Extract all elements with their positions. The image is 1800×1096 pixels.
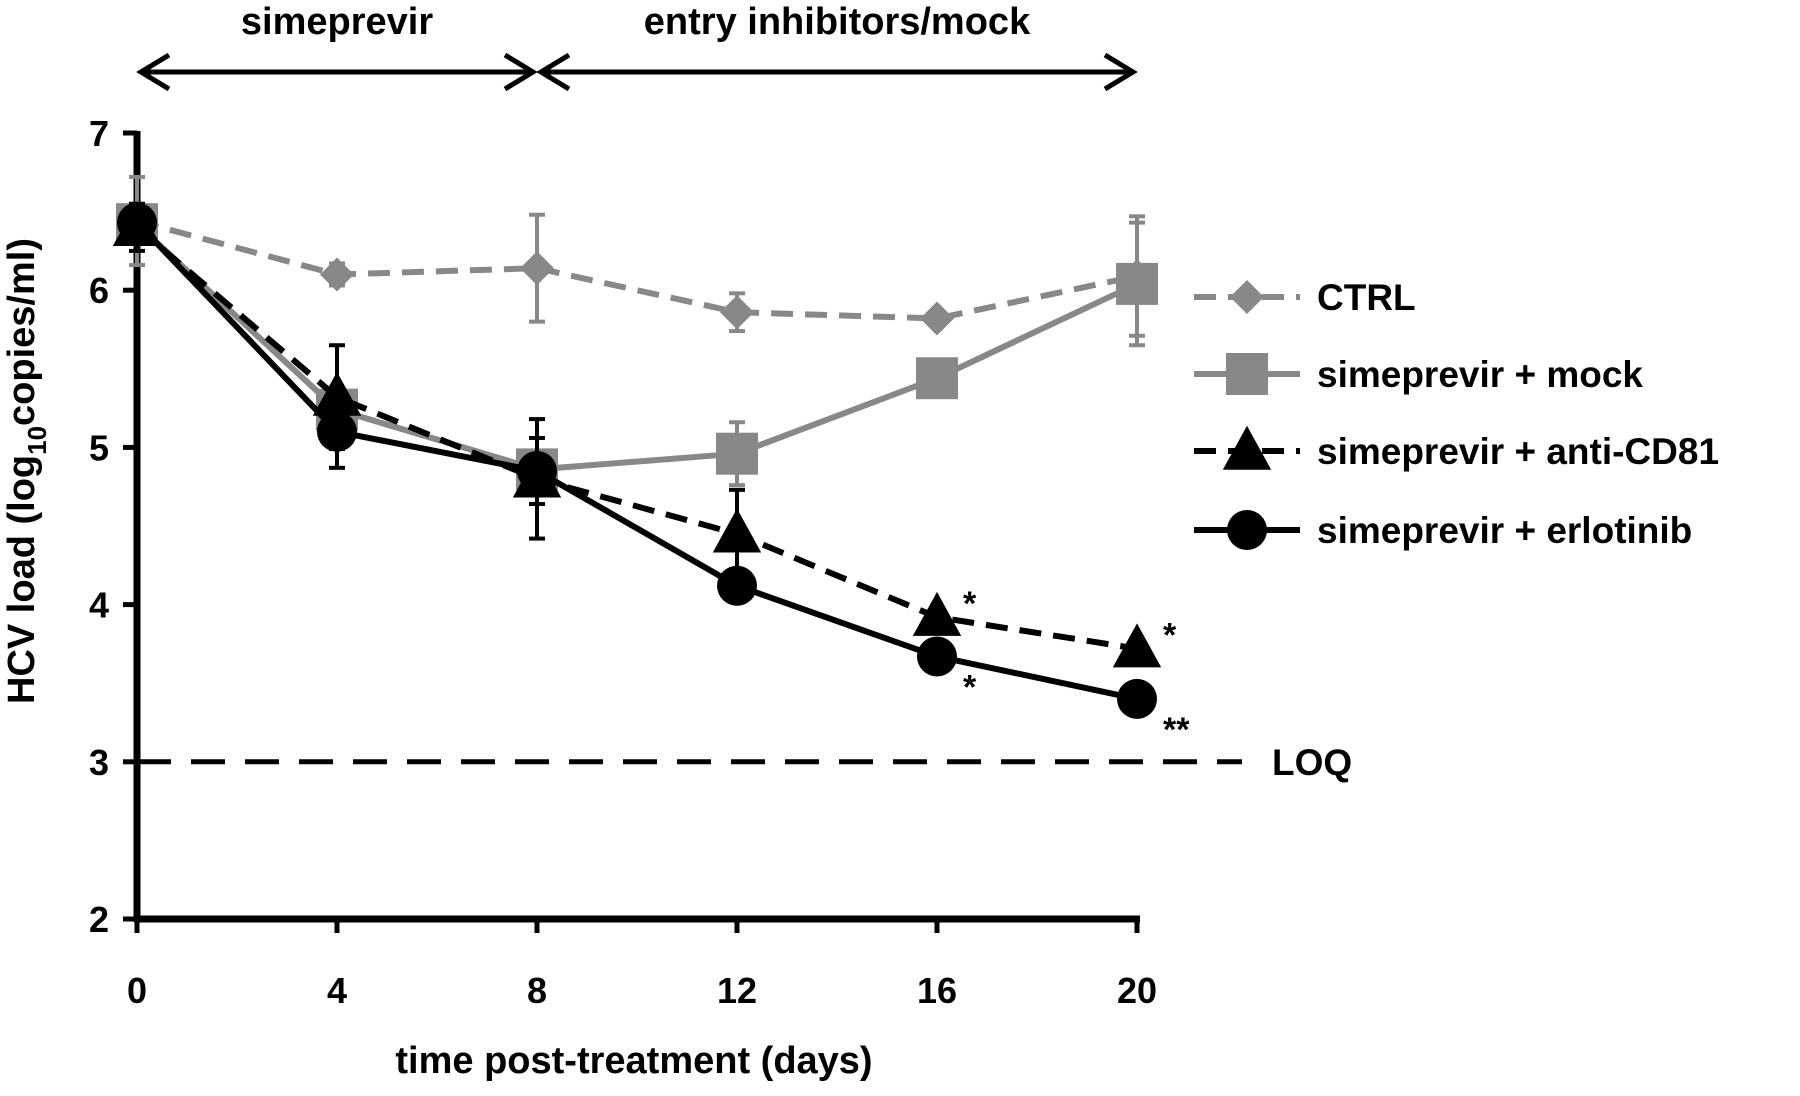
data-point [1112,623,1162,668]
axes: 2 3 4 5 6 7 0 4 8 12 16 20 [89,113,1157,1011]
y-tick-label: 2 [89,899,109,940]
phase-arrow-head-right [1103,52,1138,92]
legend-label: simeprevir + anti-CD81 [1317,431,1719,472]
significance-label: * [963,585,977,623]
y-axis-title-end: copies/ml) [1,238,43,426]
data-point [712,508,762,553]
x-tick-label: 0 [127,970,147,1011]
series-line [136,218,1138,322]
y-tick-label: 7 [89,113,109,154]
data-point [916,357,958,400]
data-point [717,565,757,606]
legend-label: simeprevir + mock [1317,354,1643,395]
data-point [917,636,957,677]
legend-label: simeprevir + erlotinib [1317,510,1692,551]
x-tick-label: 4 [327,970,347,1011]
series-line [134,220,1138,702]
y-axis-title: HCV load (log10copies/ml) [1,238,52,704]
y-tick-label: 5 [89,427,109,468]
series-layer [112,175,1162,719]
x-tick-label: 8 [527,970,547,1011]
series-simeprevir-mock [116,203,1158,491]
legend-item: simeprevir + anti-CD81 [1194,425,1719,472]
y-tick-label: 4 [89,585,109,626]
loq-label: LOQ [1272,742,1352,783]
legend-marker [1222,425,1272,470]
data-point [520,251,554,286]
significance-label: ** [1163,711,1190,749]
series-simeprevir-erlotinib [117,202,1157,719]
reference-line-group: LOQ [137,742,1352,783]
legend-item: simeprevir + erlotinib [1194,510,1692,551]
series-ctrl [120,175,1154,338]
y-tick-label: 6 [89,270,109,311]
data-point [912,591,962,636]
data-point [716,432,758,475]
significance-label: * [963,668,977,706]
data-point [1116,262,1158,305]
data-point [117,202,157,243]
series-line [134,221,1139,473]
significance-label: * [1163,617,1177,655]
phase-arrow-head-left [536,52,571,92]
phase-arrows: simeprevir entry inhibitors/mock [136,1,1138,92]
x-axis-title: time post-treatment (days) [395,1040,872,1082]
data-point [517,450,557,491]
data-point [320,257,354,292]
phase-arrow-head-right [503,52,538,92]
legend-marker [1230,280,1264,314]
data-point [1117,678,1157,719]
data-point [920,301,954,336]
y-axis-title-subscript: 10 [22,426,52,455]
y-tick-label: 3 [89,742,109,783]
legend-label: CTRL [1317,277,1416,318]
legend: CTRL simeprevir + mock simeprevir + anti-C… [1194,277,1719,551]
phase-arrow-head-left [136,52,171,92]
legend-item: CTRL [1194,277,1416,318]
x-tick-label: 16 [917,970,957,1011]
y-axis-title-main: HCV load (log [1,455,43,704]
x-tick-label: 20 [1117,970,1157,1011]
series-line [135,225,1138,652]
series-simeprevir-anti-cd81 [112,201,1162,668]
legend-item: simeprevir + mock [1194,353,1643,395]
x-tick-label: 12 [717,970,757,1011]
phase-label: simeprevir [241,1,433,43]
phase-label: entry inhibitors/mock [644,1,1031,43]
data-point [720,295,754,330]
legend-marker [1226,353,1268,395]
legend-marker [1227,510,1267,550]
data-point [317,411,357,452]
annotations: ***** [963,585,1190,749]
